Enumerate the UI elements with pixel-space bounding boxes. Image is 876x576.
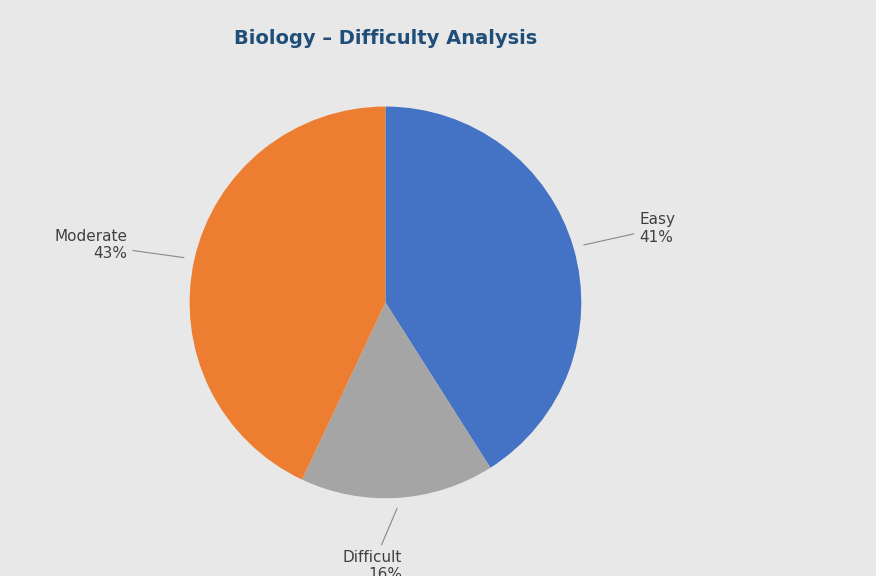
Text: Easy
41%: Easy 41% — [583, 213, 675, 245]
Wedge shape — [189, 107, 385, 480]
Wedge shape — [302, 302, 491, 498]
Text: Difficult
16%: Difficult 16% — [343, 508, 402, 576]
Wedge shape — [385, 107, 582, 468]
Title: Biology – Difficulty Analysis: Biology – Difficulty Analysis — [234, 29, 537, 48]
Text: Moderate
43%: Moderate 43% — [54, 229, 184, 261]
